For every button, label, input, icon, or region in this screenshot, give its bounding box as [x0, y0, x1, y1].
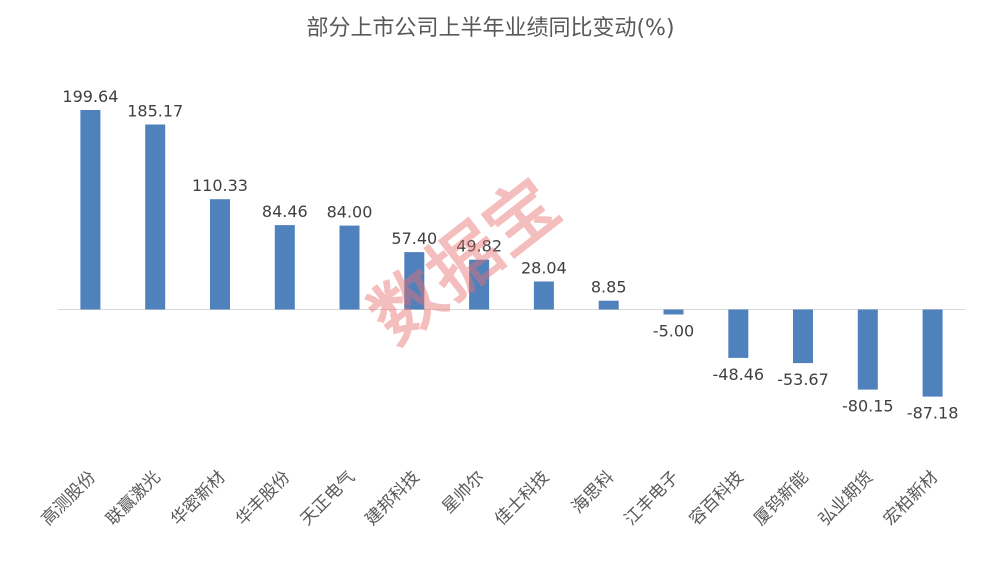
data-label-13: -87.18	[907, 404, 959, 423]
data-label-3: 84.46	[262, 202, 308, 221]
data-label-6: 49.82	[456, 237, 502, 256]
data-label-2: 110.33	[192, 176, 248, 195]
bar-10	[728, 309, 749, 358]
bar-8	[598, 300, 619, 310]
data-label-9: -5.00	[653, 322, 694, 341]
category-label-10: 容百科技	[686, 467, 748, 529]
category-label-4: 天正电气	[297, 467, 359, 529]
data-label-12: -80.15	[842, 397, 894, 416]
category-label-2: 华密新材	[167, 467, 229, 529]
bar-13	[922, 309, 943, 397]
data-label-0: 199.64	[62, 87, 118, 106]
category-label-7: 佳士科技	[491, 467, 553, 529]
bar-0	[80, 110, 101, 310]
data-label-4: 84.00	[327, 203, 373, 222]
category-label-6: 星帅尔	[438, 467, 488, 517]
category-label-8: 海思科	[568, 467, 618, 517]
bar-3	[274, 225, 295, 310]
data-label-8: 8.85	[591, 278, 627, 297]
bar-5	[404, 252, 425, 310]
category-label-5: 建邦科技	[362, 467, 424, 529]
bar-1	[145, 124, 166, 310]
data-label-5: 57.40	[391, 229, 437, 248]
data-label-11: -53.67	[777, 370, 829, 389]
bar-11	[793, 309, 813, 364]
bar-4	[339, 225, 360, 310]
data-label-1: 185.17	[127, 102, 183, 121]
category-label-3: 华丰股份	[232, 467, 294, 529]
bar-2	[210, 199, 230, 310]
bar-6	[469, 259, 490, 310]
category-label-9: 江丰电子	[621, 467, 683, 529]
category-label-1: 联赢激光	[103, 467, 165, 529]
chart-title: 部分上市公司上半年业绩同比变动(%)	[306, 16, 675, 41]
bar-9	[663, 309, 684, 315]
bar-12	[857, 309, 878, 390]
category-label-11: 厦钨新能	[750, 467, 812, 529]
data-label-10: -48.46	[713, 365, 765, 384]
bar-7	[533, 281, 554, 310]
category-label-12: 弘业期货	[815, 467, 877, 529]
category-label-0: 高测股份	[38, 467, 100, 529]
data-label-7: 28.04	[521, 259, 567, 278]
category-label-13: 宏柏新材	[880, 467, 942, 529]
